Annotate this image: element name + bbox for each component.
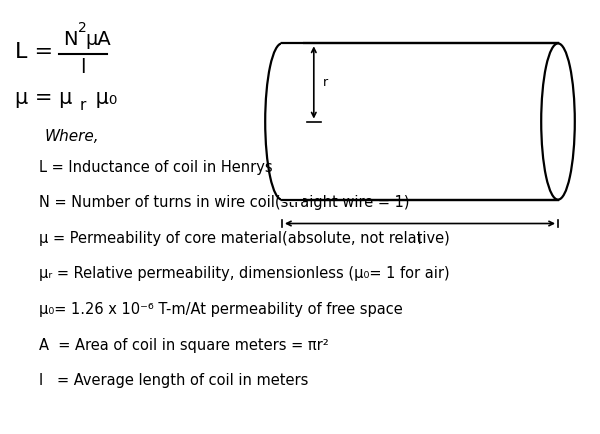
Text: L = Inductance of coil in Henrys: L = Inductance of coil in Henrys (39, 160, 272, 174)
Bar (281, 41, 303, 202)
Text: μᵣ = Relative permeability, dimensionless (μ₀= 1 for air): μᵣ = Relative permeability, dimensionles… (39, 266, 449, 281)
Text: N = Number of turns in wire coil(straight wire = 1): N = Number of turns in wire coil(straigh… (39, 195, 409, 210)
Text: μA: μA (86, 30, 112, 49)
Text: r: r (80, 98, 86, 113)
Text: r: r (323, 76, 328, 89)
Text: N: N (63, 30, 77, 49)
Text: l   = Average length of coil in meters: l = Average length of coil in meters (39, 373, 308, 388)
Text: μ₀= 1.26 x 10⁻⁶ T-m/At permeability of free space: μ₀= 1.26 x 10⁻⁶ T-m/At permeability of f… (39, 302, 403, 317)
Ellipse shape (265, 43, 299, 200)
Text: μ₀: μ₀ (89, 88, 117, 108)
Text: μ = Permeability of core material(absolute, not relative): μ = Permeability of core material(absolu… (39, 231, 450, 246)
Text: μ = μ: μ = μ (15, 88, 73, 108)
Text: Where,: Where, (45, 129, 100, 144)
Text: l: l (418, 234, 422, 247)
Text: A  = Area of coil in square meters = πr²: A = Area of coil in square meters = πr² (39, 338, 329, 352)
Text: l: l (80, 58, 86, 77)
Text: L =: L = (15, 42, 60, 62)
Text: 2: 2 (78, 21, 87, 35)
Ellipse shape (541, 43, 575, 200)
